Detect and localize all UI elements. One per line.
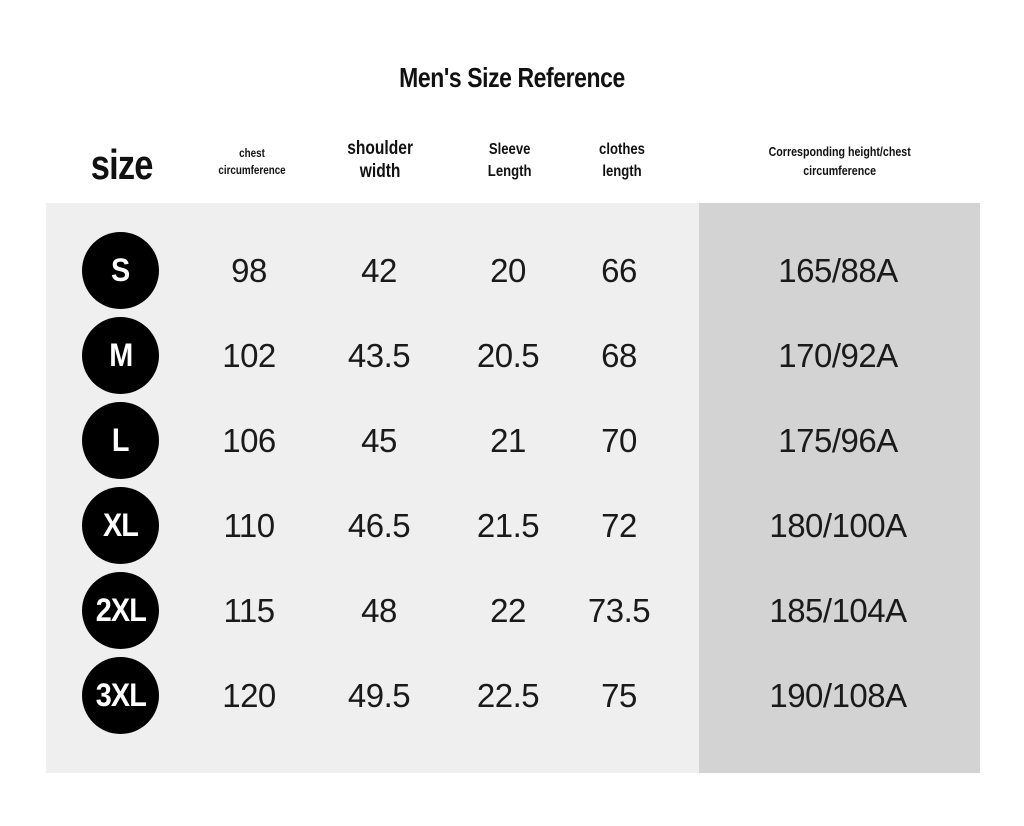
corresponding-panel xyxy=(699,203,980,773)
page-title: Men's Size Reference xyxy=(399,62,625,93)
sleeve-value: 22 xyxy=(490,591,526,629)
table-row-3xl: 3XL 120 49.5 22.5 75 190/108A xyxy=(0,657,1024,735)
header-corr-line2: circumference xyxy=(803,162,877,178)
sleeve-value: 20.5 xyxy=(476,336,540,374)
size-badge: M xyxy=(82,317,159,394)
table-row-2xl: 2XL 115 48 22 73.5 185/104A xyxy=(0,572,1024,650)
header-chest-circumference: chest circumference xyxy=(192,145,312,180)
header-shoulder-line2: width xyxy=(359,160,401,182)
sleeve-value: 21.5 xyxy=(476,506,540,544)
corresponding-value: 185/104A xyxy=(769,591,907,629)
length-value: 72 xyxy=(601,506,637,544)
shoulder-value: 43.5 xyxy=(347,336,411,374)
header-length-line1: clothes xyxy=(599,141,645,158)
sleeve-value: 20 xyxy=(490,251,526,289)
shoulder-value: 48 xyxy=(361,591,397,629)
corresponding-value: 175/96A xyxy=(778,421,898,459)
header-chest-line1: chest xyxy=(239,146,265,160)
header-chest-line2: circumference xyxy=(218,163,286,178)
header-size-label: size xyxy=(91,141,154,188)
header-shoulder-width: shoulder width xyxy=(320,138,440,184)
header-corresponding-height-chest: Corresponding height/chest circumference xyxy=(720,143,960,181)
shoulder-value: 46.5 xyxy=(347,506,411,544)
length-value: 70 xyxy=(601,421,637,459)
length-value: 73.5 xyxy=(587,591,651,629)
length-value: 75 xyxy=(601,676,637,714)
table-row-m: M 102 43.5 20.5 68 170/92A xyxy=(0,317,1024,395)
corresponding-value: 180/100A xyxy=(769,506,907,544)
chest-value: 98 xyxy=(231,251,267,289)
sleeve-value: 22.5 xyxy=(476,676,540,714)
header-sleeve-line1: Sleeve xyxy=(489,141,531,158)
corresponding-value: 165/88A xyxy=(778,251,898,289)
size-badge: L xyxy=(82,402,159,479)
header-clothes-length: clothes length xyxy=(562,139,682,182)
header-sleeve-length: Sleeve Length xyxy=(450,139,570,182)
header-sleeve-line2: Length xyxy=(488,162,532,180)
corresponding-value: 190/108A xyxy=(769,676,907,714)
table-row-s: S 98 42 20 66 165/88A xyxy=(0,232,1024,310)
table-row-xl: XL 110 46.5 21.5 72 180/100A xyxy=(0,487,1024,565)
chest-value: 110 xyxy=(223,506,275,544)
chest-value: 106 xyxy=(222,421,276,459)
header-size: size xyxy=(62,140,182,190)
chest-value: 120 xyxy=(222,676,276,714)
shoulder-value: 49.5 xyxy=(347,676,411,714)
sleeve-value: 21 xyxy=(490,421,526,459)
chest-value: 115 xyxy=(223,591,275,629)
header-corr-line1: Corresponding height/chest xyxy=(768,144,912,159)
size-badge: 3XL xyxy=(82,657,159,734)
header-length-line2: length xyxy=(602,162,642,180)
header-shoulder-line1: shoulder xyxy=(347,138,413,159)
chest-value: 102 xyxy=(222,336,276,374)
size-badge: S xyxy=(82,232,159,309)
table-row-l: L 106 45 21 70 175/96A xyxy=(0,402,1024,480)
size-badge: 2XL xyxy=(82,572,159,649)
size-badge: XL xyxy=(82,487,159,564)
corresponding-value: 170/92A xyxy=(778,336,898,374)
shoulder-value: 45 xyxy=(361,421,397,459)
length-value: 68 xyxy=(601,336,637,374)
shoulder-value: 42 xyxy=(361,251,397,289)
length-value: 66 xyxy=(601,251,637,289)
